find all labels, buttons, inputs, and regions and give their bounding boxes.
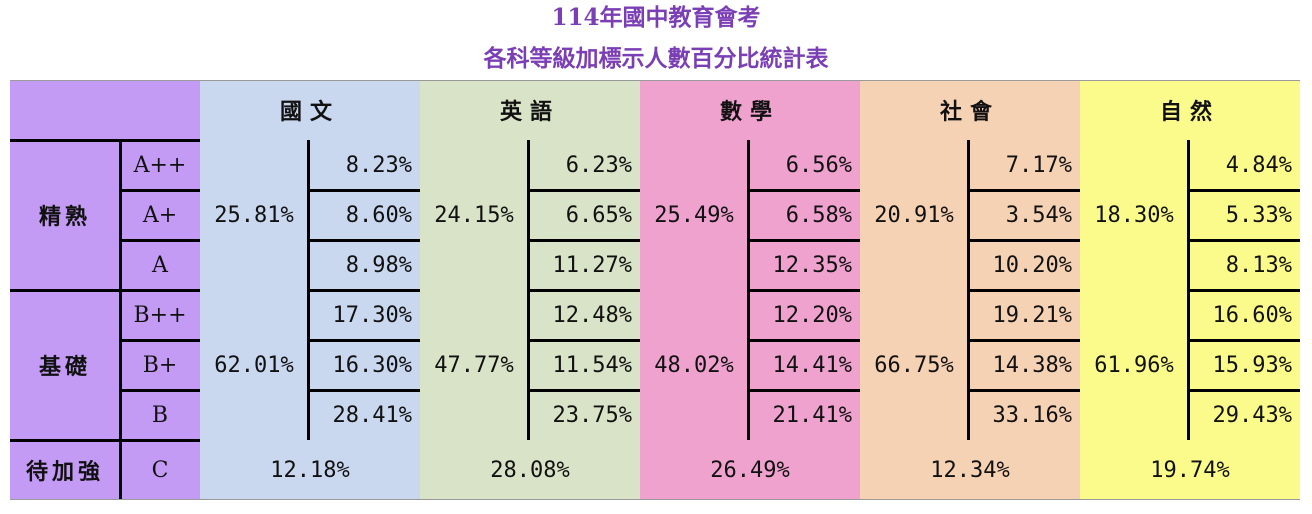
needs-improvement-value: 12.18% (200, 440, 420, 500)
level-label: A+ (120, 190, 200, 240)
proficient-sublevel-value: 8.13% (1188, 240, 1300, 290)
level-label: C (120, 440, 200, 500)
subcolumn-line (308, 289, 420, 292)
subcolumn-line (968, 289, 1080, 292)
group-label-basic: 基礎 (10, 290, 120, 440)
grid-line (1188, 389, 1300, 392)
proficient-sublevel-value: 8.23% (308, 140, 420, 190)
needs-improvement-value: 28.08% (420, 440, 640, 500)
grid-line (308, 239, 420, 242)
grid-line (528, 389, 640, 392)
header-corner (10, 80, 200, 140)
subcolumn-line (748, 289, 860, 292)
grid-line (528, 339, 640, 342)
group-label-needs: 待加強 (10, 440, 120, 500)
level-label: A++ (120, 140, 200, 190)
proficient-sublevel-value: 3.54% (968, 190, 1080, 240)
group-label-proficient: 精熟 (10, 140, 120, 290)
proficient-total: 25.81% (200, 140, 308, 290)
subject-header: 自然 (1080, 80, 1300, 140)
proficient-total: 18.30% (1080, 140, 1188, 290)
basic-sublevel-value: 21.41% (748, 390, 860, 440)
grid-line (748, 239, 860, 242)
grid-line (308, 389, 420, 392)
subject-header: 社會 (860, 80, 1080, 140)
subject-header: 數學 (640, 80, 860, 140)
grid-line (968, 339, 1080, 342)
proficient-sublevel-value: 6.65% (528, 190, 640, 240)
title-line-1: 114年國中教育會考 (551, 4, 761, 31)
grid-line (968, 239, 1080, 242)
header-bottom-line (10, 139, 200, 142)
grid-line (120, 339, 200, 342)
grid-line (748, 389, 860, 392)
subject-header: 國文 (200, 80, 420, 140)
level-column-line (119, 140, 122, 500)
basic-total: 48.02% (640, 290, 748, 440)
basic-sublevel-value: 14.38% (968, 340, 1080, 390)
grid-line (968, 189, 1080, 192)
proficient-sublevel-value: 6.56% (748, 140, 860, 190)
basic-sublevel-value: 14.41% (748, 340, 860, 390)
basic-sublevel-value: 16.30% (308, 340, 420, 390)
basic-sublevel-value: 15.93% (1188, 340, 1300, 390)
subcolumn-line (1188, 289, 1300, 292)
grid-line (120, 239, 200, 242)
level-label: B+ (120, 340, 200, 390)
basic-total: 47.77% (420, 290, 528, 440)
grid-line (308, 189, 420, 192)
proficient-sublevel-value: 8.60% (308, 190, 420, 240)
basic-sublevel-value: 28.41% (308, 390, 420, 440)
proficient-total: 24.15% (420, 140, 528, 290)
group-separator-line (10, 289, 200, 292)
proficient-sublevel-value: 10.20% (968, 240, 1080, 290)
grid-line (528, 239, 640, 242)
proficient-total: 20.91% (860, 140, 968, 290)
basic-sublevel-value: 17.30% (308, 290, 420, 340)
basic-sublevel-value: 29.43% (1188, 390, 1300, 440)
grid-line (120, 389, 200, 392)
proficient-total: 25.49% (640, 140, 748, 290)
grid-line (1188, 239, 1300, 242)
basic-total: 62.01% (200, 290, 308, 440)
grid-line (120, 189, 200, 192)
grid-line (968, 389, 1080, 392)
title-line-2: 各科等級加標示人數百分比統計表 (483, 45, 829, 72)
level-label: B++ (120, 290, 200, 340)
grid-line (748, 339, 860, 342)
level-label: A (120, 240, 200, 290)
needs-improvement-value: 12.34% (860, 440, 1080, 500)
basic-sublevel-value: 11.54% (528, 340, 640, 390)
table-frame (10, 80, 1300, 81)
basic-sublevel-value: 33.16% (968, 390, 1080, 440)
proficient-sublevel-value: 4.84% (1188, 140, 1300, 190)
proficient-sublevel-value: 6.58% (748, 190, 860, 240)
basic-total: 61.96% (1080, 290, 1188, 440)
basic-sublevel-value: 12.48% (528, 290, 640, 340)
grid-line (1188, 339, 1300, 342)
basic-sublevel-value: 19.21% (968, 290, 1080, 340)
proficient-sublevel-value: 6.23% (528, 140, 640, 190)
basic-sublevel-value: 16.60% (1188, 290, 1300, 340)
needs-improvement-value: 26.49% (640, 440, 860, 500)
subcolumn-line (528, 289, 640, 292)
grid-line (1188, 189, 1300, 192)
proficient-sublevel-value: 5.33% (1188, 190, 1300, 240)
level-label: B (120, 390, 200, 440)
proficient-sublevel-value: 8.98% (308, 240, 420, 290)
basic-sublevel-value: 23.75% (528, 390, 640, 440)
basic-sublevel-value: 12.20% (748, 290, 860, 340)
needs-improvement-value: 19.74% (1080, 440, 1300, 500)
grid-line (308, 339, 420, 342)
table-frame (10, 499, 1300, 500)
group-separator-line (10, 439, 200, 442)
basic-total: 66.75% (860, 290, 968, 440)
grid-line (528, 189, 640, 192)
proficient-sublevel-value: 7.17% (968, 140, 1080, 190)
proficient-sublevel-value: 11.27% (528, 240, 640, 290)
proficient-sublevel-value: 12.35% (748, 240, 860, 290)
grid-line (748, 189, 860, 192)
subject-header: 英語 (420, 80, 640, 140)
